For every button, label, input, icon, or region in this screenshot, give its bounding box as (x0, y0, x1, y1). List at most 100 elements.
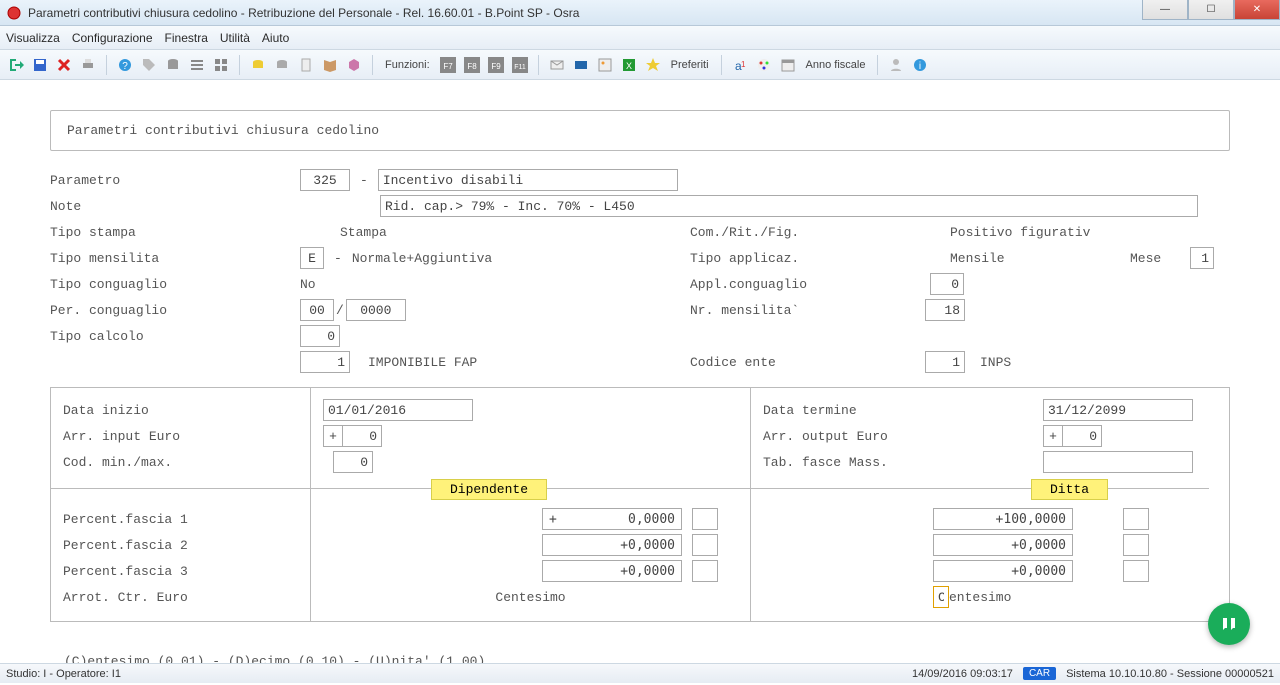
ditta-f1-extra[interactable] (1123, 508, 1149, 530)
input-arr-input-sign[interactable] (323, 425, 343, 447)
label-arrot-ctr: Arrot. Ctr. Euro (63, 590, 188, 605)
ditta-f3[interactable]: +0,0000 (933, 560, 1073, 582)
grid-icon[interactable] (211, 55, 231, 75)
ditta-f1[interactable]: +100,0000 (933, 508, 1073, 530)
font-icon[interactable]: a1 (730, 55, 750, 75)
f8-icon[interactable]: F8 (462, 55, 482, 75)
input-tab-fasce[interactable] (1043, 451, 1193, 473)
label-tipo-conguaglio: Tipo conguaglio (50, 277, 300, 292)
label-parametro: Parametro (50, 173, 300, 188)
delete-icon[interactable] (54, 55, 74, 75)
input-per-cong-yyyy[interactable] (346, 299, 406, 321)
input-appl-conguaglio[interactable] (930, 273, 964, 295)
input-per-cong-mm[interactable] (300, 299, 334, 321)
input-mese[interactable] (1190, 247, 1214, 269)
input-cod-minmax[interactable] (333, 451, 373, 473)
f7-icon[interactable]: F7 (438, 55, 458, 75)
dip-f1-extra[interactable] (692, 508, 718, 530)
anno-fiscale-label[interactable]: Anno fiscale (806, 59, 866, 71)
svg-text:1: 1 (741, 60, 746, 69)
card-icon[interactable] (571, 55, 591, 75)
input-tipo-mensilita-code[interactable] (300, 247, 324, 269)
tag-icon[interactable] (139, 55, 159, 75)
value-codice-ente-label: INPS (980, 355, 1011, 370)
dip-f1[interactable]: +0,0000 (542, 508, 682, 530)
label-imponibile: IMPONIBILE FAP (368, 355, 477, 370)
exit-icon[interactable] (6, 55, 26, 75)
preferiti-label[interactable]: Preferiti (671, 59, 709, 71)
app-icon (6, 5, 22, 21)
dip-f3[interactable]: +0,0000 (542, 560, 682, 582)
book-icon[interactable] (320, 55, 340, 75)
header-dipendente: Dipendente (431, 479, 547, 500)
status-right: Sistema 10.10.10.80 - Sessione 00000521 (1066, 668, 1274, 680)
label-tipo-calcolo: Tipo calcolo (50, 329, 300, 344)
ditta-f3-extra[interactable] (1123, 560, 1149, 582)
input-arr-output[interactable] (1062, 425, 1102, 447)
save-icon[interactable] (30, 55, 50, 75)
input-arr-input[interactable] (342, 425, 382, 447)
dip-f3-extra[interactable] (692, 560, 718, 582)
ditta-f2-extra[interactable] (1123, 534, 1149, 556)
menu-finestra[interactable]: Finestra (165, 31, 208, 45)
label-fascia1: Percent.fascia 1 (63, 512, 188, 527)
input-parametro-desc[interactable] (378, 169, 678, 191)
f9-icon[interactable]: F9 (486, 55, 506, 75)
menu-visualizza[interactable]: Visualizza (6, 31, 60, 45)
menu-aiuto[interactable]: Aiuto (262, 31, 289, 45)
label-data-inizio: Data inizio (63, 403, 149, 418)
label-mese: Mese (1130, 251, 1161, 266)
label-per-conguaglio: Per. conguaglio (50, 303, 300, 318)
user-icon[interactable] (886, 55, 906, 75)
menu-utilita[interactable]: Utilità (220, 31, 250, 45)
cube-icon[interactable] (344, 55, 364, 75)
label-tipo-applicaz: Tipo applicaz. (690, 251, 799, 266)
value-tipo-mensilita-desc: Normale+Aggiuntiva (352, 251, 492, 266)
label-tipo-mensilita: Tipo mensilita (50, 251, 300, 266)
label-cod-minmax: Cod. min./max. (63, 455, 172, 470)
star-icon[interactable] (643, 55, 663, 75)
input-codice-ente[interactable] (925, 351, 965, 373)
status-badge: CAR (1023, 667, 1056, 680)
input-nr-mensilita[interactable] (925, 299, 965, 321)
input-impon-code[interactable] (300, 351, 350, 373)
label-appl-conguaglio: Appl.conguaglio (690, 277, 807, 292)
value-tipo-stampa: Stampa (340, 225, 387, 240)
img-icon[interactable] (595, 55, 615, 75)
minimize-button[interactable]: — (1142, 0, 1188, 20)
dip-f2[interactable]: +0,0000 (542, 534, 682, 556)
chat-fab[interactable] (1208, 603, 1250, 645)
input-tipo-calcolo[interactable] (300, 325, 340, 347)
ditta-f2[interactable]: +0,0000 (933, 534, 1073, 556)
db-icon[interactable] (163, 55, 183, 75)
doc-icon[interactable] (296, 55, 316, 75)
maximize-button[interactable]: ☐ (1188, 0, 1234, 20)
calendar-icon[interactable] (778, 55, 798, 75)
print-icon[interactable] (78, 55, 98, 75)
mail-icon[interactable] (547, 55, 567, 75)
dip-f2-extra[interactable] (692, 534, 718, 556)
palette-icon[interactable] (754, 55, 774, 75)
disc-gray-icon[interactable] (272, 55, 292, 75)
svg-text:F11: F11 (514, 64, 526, 71)
input-data-termine[interactable] (1043, 399, 1193, 421)
menu-configurazione[interactable]: Configurazione (72, 31, 153, 45)
header-ditta: Ditta (1031, 479, 1108, 500)
svg-text:X: X (626, 61, 632, 71)
input-note[interactable] (380, 195, 1198, 217)
disc-yellow-icon[interactable] (248, 55, 268, 75)
excel-icon[interactable]: X (619, 55, 639, 75)
info-icon[interactable]: i (910, 55, 930, 75)
list-icon[interactable] (187, 55, 207, 75)
fasce-grid: Data inizio Arr. input Euro Cod. min./ma… (50, 387, 1230, 622)
help-icon[interactable]: ? (115, 55, 135, 75)
input-parametro-code[interactable] (300, 169, 350, 191)
input-arr-output-sign[interactable] (1043, 425, 1063, 447)
close-button[interactable]: ✕ (1234, 0, 1280, 20)
main-panel: Parametri contributivi chiusura cedolino… (0, 80, 1280, 669)
input-ditta-arrot[interactable] (933, 586, 949, 608)
status-left: Studio: I - Operatore: I1 (6, 668, 121, 680)
input-data-inizio[interactable] (323, 399, 473, 421)
form-title: Parametri contributivi chiusura cedolino (67, 123, 379, 138)
f11-icon[interactable]: F11 (510, 55, 530, 75)
